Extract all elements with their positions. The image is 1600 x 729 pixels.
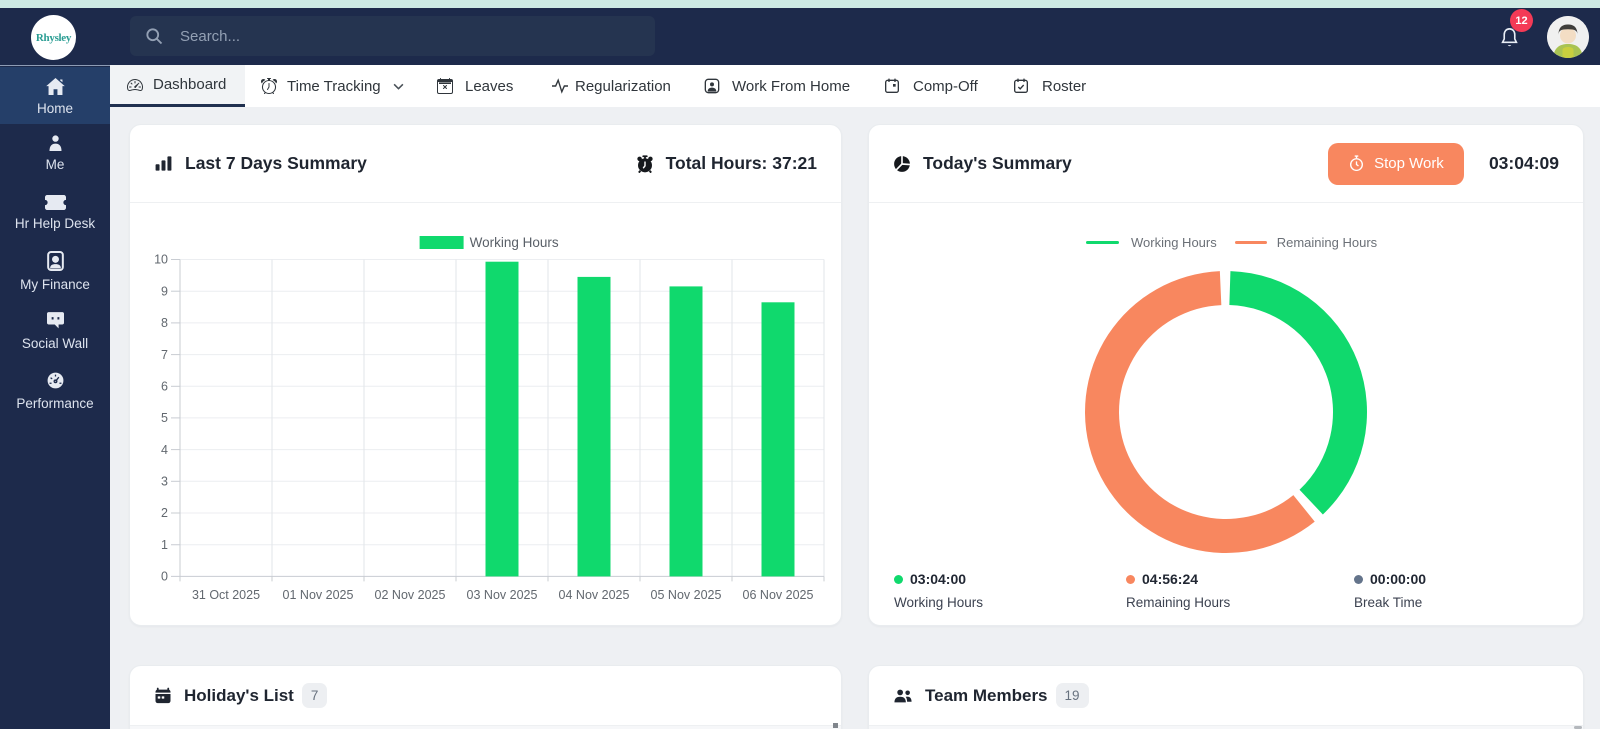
svg-text:01 Nov 2025: 01 Nov 2025 xyxy=(283,588,354,602)
svg-text:2: 2 xyxy=(161,506,168,520)
svg-text:1: 1 xyxy=(161,538,168,552)
svg-text:0: 0 xyxy=(161,570,168,584)
svg-text:7: 7 xyxy=(161,348,168,362)
svg-text:02 Nov 2025: 02 Nov 2025 xyxy=(375,588,446,602)
svg-text:5: 5 xyxy=(161,411,168,425)
svg-text:8: 8 xyxy=(161,316,168,330)
svg-text:3: 3 xyxy=(161,475,168,489)
svg-text:05 Nov 2025: 05 Nov 2025 xyxy=(651,588,722,602)
svg-text:31 Oct 2025: 31 Oct 2025 xyxy=(192,588,260,602)
svg-text:Working Hours: Working Hours xyxy=(470,235,559,250)
svg-text:10: 10 xyxy=(154,253,168,267)
svg-text:4: 4 xyxy=(161,443,168,457)
svg-text:06 Nov 2025: 06 Nov 2025 xyxy=(743,588,814,602)
svg-text:04 Nov 2025: 04 Nov 2025 xyxy=(559,588,630,602)
svg-text:6: 6 xyxy=(161,380,168,394)
svg-text:03 Nov 2025: 03 Nov 2025 xyxy=(467,588,538,602)
svg-text:9: 9 xyxy=(161,284,168,298)
